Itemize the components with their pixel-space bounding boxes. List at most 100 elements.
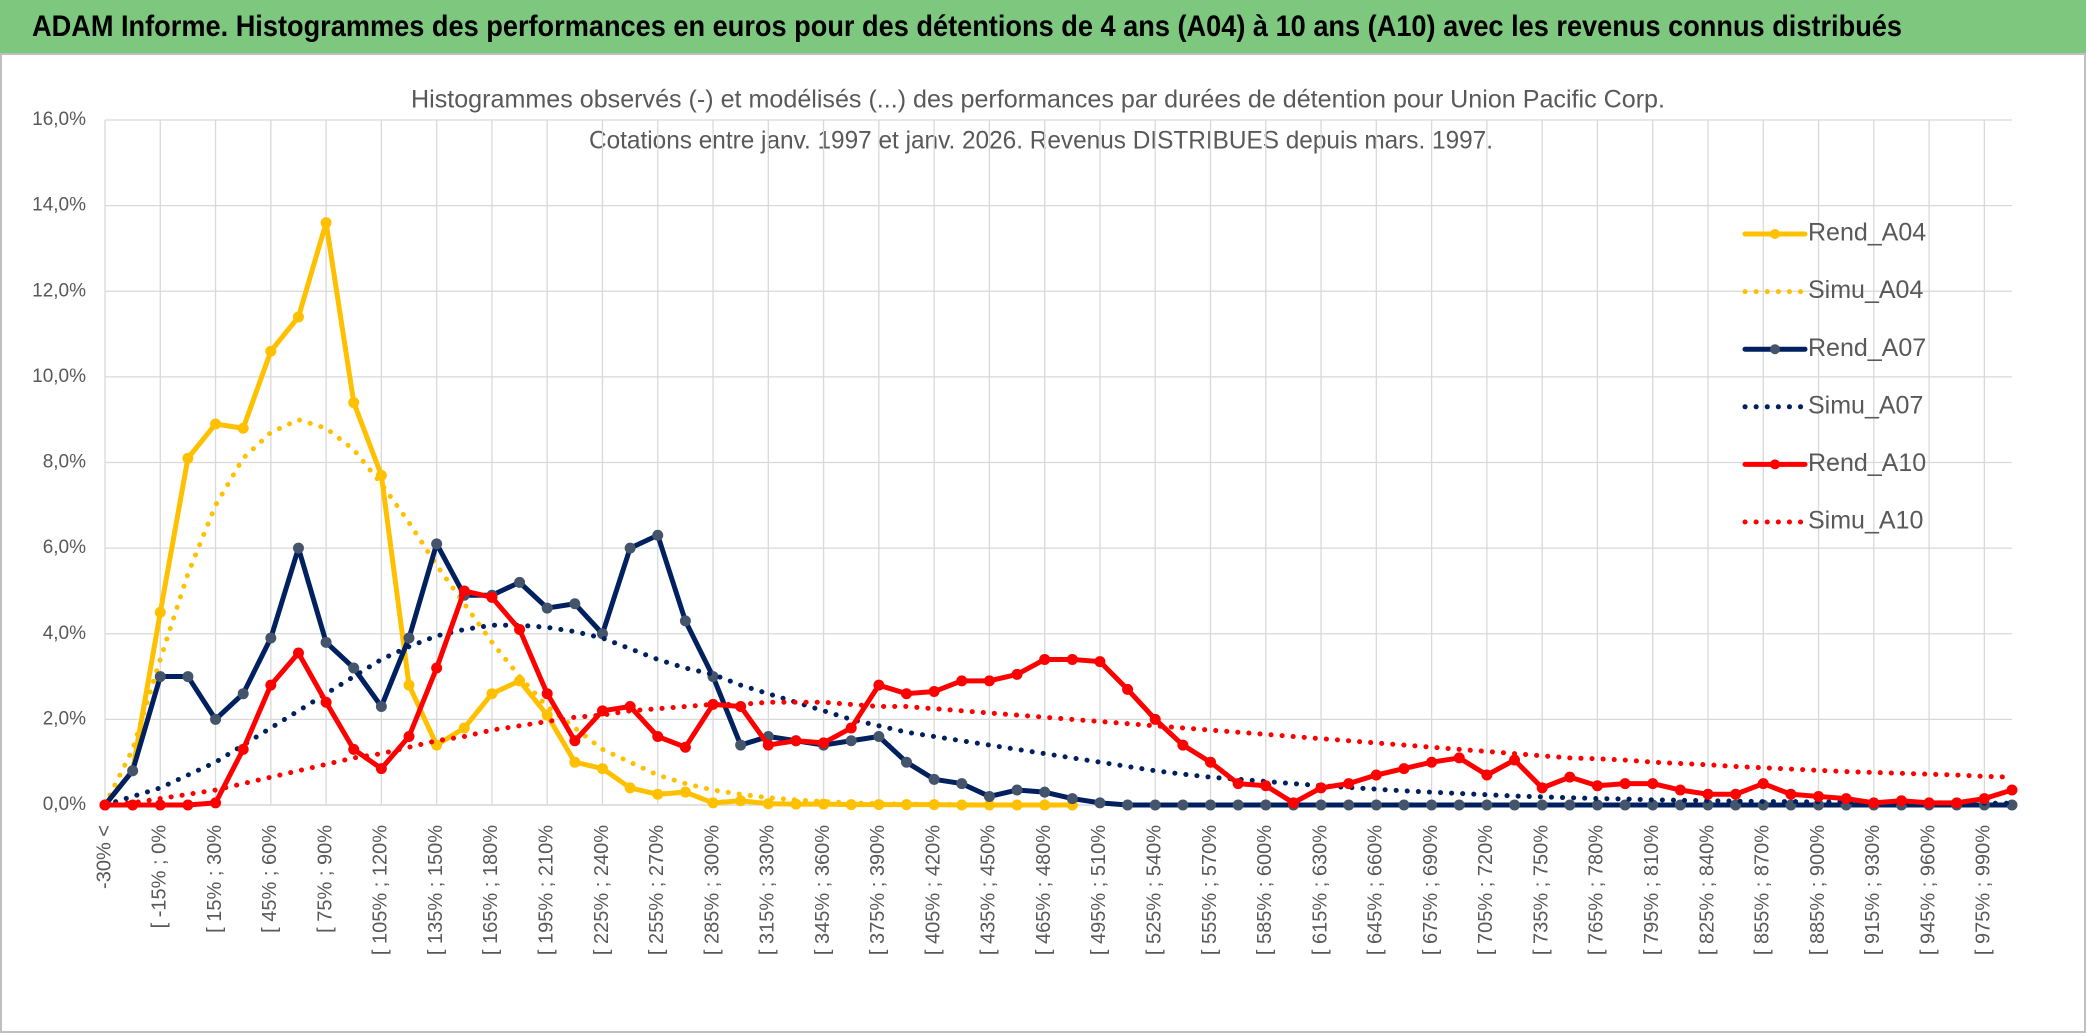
data-point	[403, 731, 415, 742]
x-tick-label: [ 885% ; 900%	[1807, 825, 1829, 955]
x-tick-label: [ 555% ; 570%	[1199, 825, 1221, 955]
chart-subtitle: Cotations entre janv. 1997 et janv. 2026…	[589, 127, 1493, 155]
data-point	[1591, 799, 1603, 811]
data-point	[1094, 797, 1106, 809]
x-tick-label: [ 615% ; 630%	[1309, 825, 1331, 955]
data-point	[928, 686, 940, 698]
data-point	[237, 422, 249, 434]
x-tick-label: [ 225% ; 240%	[591, 825, 613, 955]
data-point	[348, 397, 360, 409]
x-tick-label: [ 495% ; 510%	[1088, 825, 1110, 955]
chart-frame	[0, 53, 2086, 1033]
data-point	[210, 418, 222, 430]
data-point	[1923, 797, 1935, 809]
data-point	[1757, 778, 1769, 790]
series-line	[102, 699, 2015, 808]
data-point	[596, 763, 608, 775]
x-tick-label: [ 915% ; 930%	[1862, 825, 1884, 955]
data-point	[1205, 756, 1217, 768]
data-point	[735, 739, 747, 751]
data-point	[1536, 799, 1548, 811]
data-point	[1398, 763, 1410, 775]
data-point	[1951, 797, 1963, 809]
data-point	[652, 788, 664, 800]
data-point	[541, 688, 553, 700]
data-point	[541, 709, 553, 721]
data-point	[320, 636, 332, 648]
data-point	[265, 679, 277, 691]
data-point	[1564, 771, 1576, 783]
data-point	[707, 797, 719, 809]
y-tick-label: 10,0%	[32, 366, 86, 387]
data-point	[873, 731, 885, 742]
data-point	[1813, 790, 1825, 802]
data-point	[1426, 756, 1438, 768]
data-point	[1260, 780, 1272, 792]
data-point	[845, 722, 857, 734]
data-point	[873, 679, 885, 691]
data-point	[403, 632, 415, 644]
data-point	[928, 773, 940, 785]
data-point	[1674, 799, 1686, 811]
data-point	[1647, 778, 1659, 790]
data-point	[2006, 784, 2018, 796]
data-point	[1039, 653, 1051, 665]
data-point	[1619, 799, 1631, 811]
data-point	[900, 688, 912, 700]
x-tick-label: [ 75% ; 90%	[314, 825, 336, 933]
data-point	[956, 778, 968, 790]
data-point	[486, 688, 498, 700]
header-bar	[0, 0, 2086, 54]
legend-marker	[1770, 459, 1780, 470]
data-point	[1453, 799, 1465, 811]
data-point	[845, 735, 857, 747]
data-point	[1149, 799, 1161, 811]
x-tick-label: [ 945% ; 960%	[1917, 825, 1939, 955]
data-point	[375, 701, 387, 713]
data-point	[431, 739, 443, 751]
x-tick-label: [ 465% ; 480%	[1033, 825, 1055, 955]
data-point	[486, 591, 498, 603]
data-point	[375, 763, 387, 775]
data-point	[348, 743, 360, 755]
legend-item: Rend_A10	[1742, 449, 1926, 477]
data-point	[1177, 739, 1189, 751]
legend-item: Simu_A10	[1742, 507, 1923, 535]
x-tick-label: [ 825% ; 840%	[1696, 825, 1718, 955]
data-point	[679, 615, 691, 627]
data-point	[652, 731, 664, 742]
data-point	[320, 696, 332, 708]
data-point	[1039, 786, 1051, 798]
legend-item: Rend_A04	[1742, 219, 1926, 247]
series-line	[102, 588, 2015, 808]
data-point	[956, 675, 968, 687]
x-tick-label: [ 435% ; 450%	[978, 825, 1000, 955]
data-point	[292, 647, 304, 659]
grid: 0,0% 2,0% 4,0% 6,0% 8,0% 10,0% 12,0% 14,0% 16,0%…	[32, 109, 2012, 955]
chart-title: Histogrammes observés (-) et modélisés (…	[411, 86, 1665, 114]
y-tick-label: 4,0%	[43, 623, 86, 644]
legend-label: Rend_A10	[1808, 449, 1926, 477]
data-point	[790, 735, 802, 747]
x-tick-label: [ 855% ; 870%	[1752, 825, 1774, 955]
y-tick-label: 12,0%	[32, 280, 86, 301]
data-point	[541, 602, 553, 614]
legend-label: Simu_A07	[1808, 391, 1923, 419]
data-point	[1315, 782, 1327, 794]
data-point	[1481, 799, 1493, 811]
y-tick-label: 6,0%	[43, 537, 86, 558]
legend-label: Simu_A10	[1808, 507, 1923, 535]
data-point	[1343, 799, 1355, 811]
data-point	[1481, 769, 1493, 781]
x-tick-label: [ 795% ; 810%	[1641, 825, 1663, 955]
data-point	[1370, 799, 1382, 811]
x-tick-label: [ 705% ; 720%	[1475, 825, 1497, 955]
data-point	[1785, 788, 1797, 800]
legend-item: Simu_A07	[1742, 391, 1923, 419]
x-tick-label: -30% <	[93, 825, 115, 889]
data-point	[652, 529, 664, 541]
data-point	[818, 737, 830, 749]
data-point	[1370, 769, 1382, 781]
data-point	[1177, 799, 1189, 811]
